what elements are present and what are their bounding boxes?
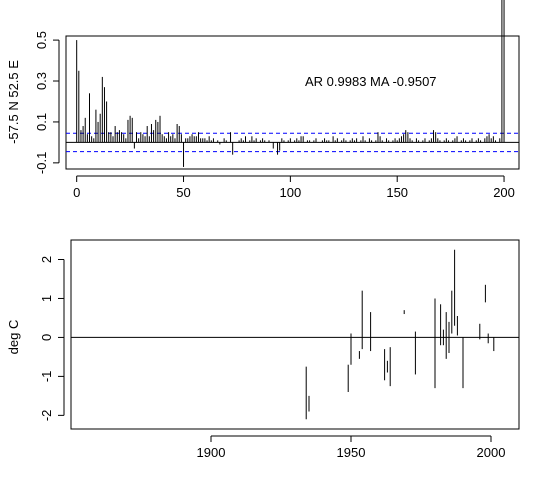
acf-y-tick-label: 0.1 (34, 113, 49, 131)
acf-y-axis-label: -57.5 N 52.5 E (6, 60, 21, 144)
temp-segments (305, 249, 495, 420)
acf-x-tick-label: 200 (493, 185, 515, 200)
acf-bars (76, 0, 505, 167)
acf-confidence-band (66, 132, 519, 153)
temp-y-axis: -2 -1 0 1 2 (39, 256, 65, 422)
acf-y-axis: -0.1 0.1 0.3 0.5 (34, 31, 60, 174)
acf-y-tick-label: -0.1 (34, 152, 49, 174)
temp-y-tick-label: 0 (39, 334, 54, 341)
temp-y-tick-label: -2 (39, 410, 54, 422)
temp-y-tick-label: 2 (39, 256, 54, 263)
acf-plot-frame (65, 35, 520, 170)
temp-panel: 1900 1950 2000 -2 -1 0 1 2 deg C (6, 239, 520, 460)
temp-x-tick-label: 2000 (477, 445, 506, 460)
acf-x-tick-label: 150 (386, 185, 408, 200)
acf-x-axis: 0 50 100 150 200 (73, 175, 515, 200)
temp-y-tick-label: 1 (39, 295, 54, 302)
temp-x-axis: 1900 1950 2000 (197, 435, 506, 460)
acf-y-tick-label: 0.3 (34, 72, 49, 90)
acf-y-tick-label: 0.5 (34, 31, 49, 49)
temp-plot-frame (70, 239, 520, 430)
acf-annotation: AR 0.9983 MA -0.9507 (305, 74, 437, 89)
acf-panel: 0 50 100 150 200 -0.1 0.1 0.3 0.5 -57.5 N 52.5 … (6, 0, 520, 200)
acf-x-tick-label: 0 (73, 185, 80, 200)
temp-x-tick-label: 1900 (197, 445, 226, 460)
temp-x-tick-label: 1950 (337, 445, 366, 460)
temp-y-tick-label: -1 (39, 371, 54, 383)
acf-x-tick-label: 50 (176, 185, 190, 200)
acf-x-tick-label: 100 (280, 185, 302, 200)
temp-y-axis-label: deg C (6, 320, 21, 355)
